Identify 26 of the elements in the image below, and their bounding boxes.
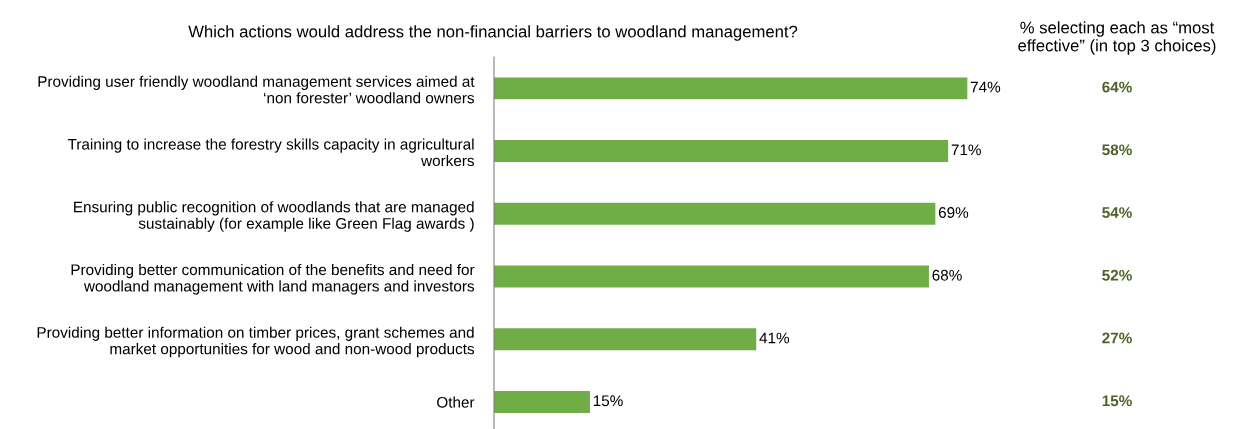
text: 52%	[1102, 269, 1132, 281]
y-tick-label: Ensuring public recognition of woodlands that are managed sustainably (for example like Green Flag awards )	[74, 201, 474, 232]
bar	[494, 202, 936, 225]
y-tick-label: Providing better communication of the benefits and need for woodland management with land managers and investors	[71, 263, 475, 295]
text: 54%	[1102, 207, 1132, 218]
text: % selecting each as “most effective” (in top 3 choices)	[1018, 21, 1216, 55]
bar	[494, 140, 949, 163]
y-tick-label: Providing user friendly woodland management services aimed at ‘non forester’ woodland owners	[38, 75, 475, 104]
data-label: 69%	[938, 207, 969, 218]
y-tick-label: Other	[437, 396, 475, 408]
bar	[494, 391, 590, 413]
data-label: 74%	[970, 81, 1001, 93]
text: 27%	[1102, 332, 1132, 344]
bar	[494, 77, 968, 100]
data-label: 71%	[951, 144, 981, 156]
text: 58%	[1102, 144, 1132, 156]
data-label: 15%	[593, 395, 623, 407]
chart-title: Which actions would address the non-financial barriers to woodland management?	[188, 25, 798, 41]
bar	[494, 265, 929, 288]
bar	[494, 328, 757, 351]
y-tick-label: Providing better information on timber prices, grant schemes and market opportunities for wood and non-wood products	[37, 326, 475, 358]
text: 64%	[1102, 81, 1132, 93]
text: 15%	[1102, 395, 1132, 407]
y-tick-label: Training to increase the forestry skills capacity in agricultural workers	[67, 138, 475, 167]
data-label: 68%	[932, 269, 962, 281]
data-label: 41%	[759, 332, 790, 344]
